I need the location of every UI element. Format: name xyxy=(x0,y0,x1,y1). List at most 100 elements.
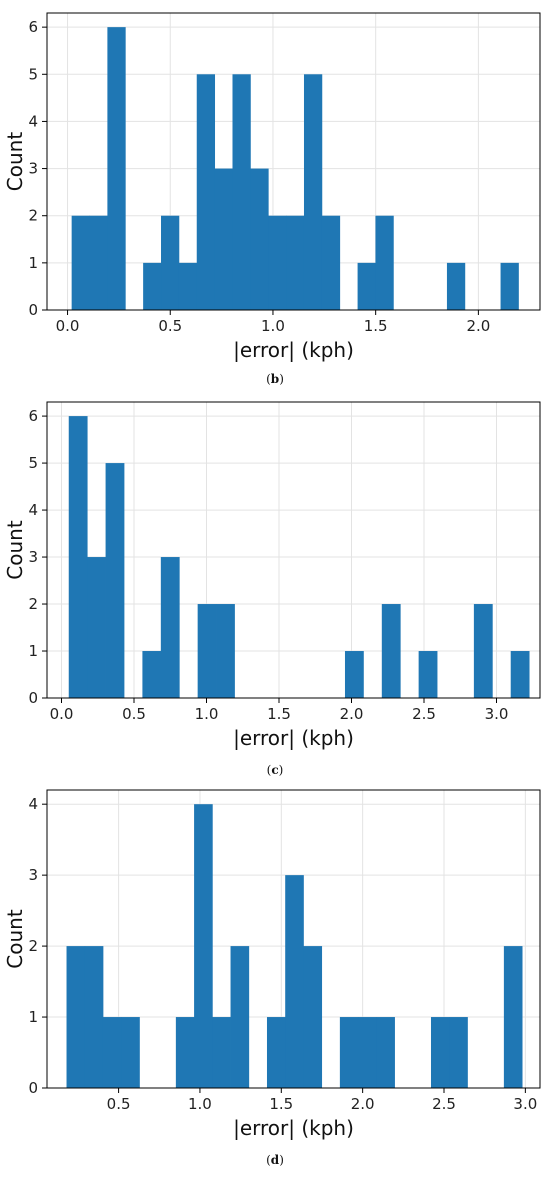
histogram-bar xyxy=(510,651,530,698)
y-tick-label: 1 xyxy=(28,642,38,660)
histogram-bar xyxy=(194,804,213,1088)
histogram-bar xyxy=(381,604,401,698)
histogram-bar xyxy=(250,168,269,310)
histogram-bar xyxy=(446,262,466,310)
histogram-bar xyxy=(197,604,217,698)
histogram-bar xyxy=(142,651,162,698)
histogram-bar xyxy=(375,215,394,310)
y-tick-label: 0 xyxy=(28,301,38,319)
x-axis-label: |error| (kph) xyxy=(233,1116,354,1140)
histogram-bar xyxy=(286,215,305,310)
histogram-bar xyxy=(212,1017,231,1088)
x-tick-label: 3.0 xyxy=(485,705,509,723)
y-axis-label: Count xyxy=(3,132,27,192)
histogram-panel-c: 0.0 0.5 1.0 1.5 2.0 2.5 3.0 0 1 2 3 4 5 6 |error| (kph… xyxy=(3,401,541,777)
histogram-bar xyxy=(344,651,364,698)
x-tick-label: 1.0 xyxy=(188,1095,212,1113)
y-tick-label: 2 xyxy=(28,207,38,225)
histogram-bar xyxy=(87,557,106,698)
histogram-bar xyxy=(285,875,304,1088)
caption-letter: c xyxy=(271,763,278,777)
x-tick-label: 2.0 xyxy=(351,1095,375,1113)
x-axis-label: |error| (kph) xyxy=(233,726,354,750)
histogram-bar xyxy=(430,1017,450,1088)
histogram-bar xyxy=(303,946,323,1088)
y-tick-label: 5 xyxy=(28,65,38,83)
histogram-bar xyxy=(339,1017,359,1088)
histogram-bar xyxy=(303,74,323,311)
histogram-bar xyxy=(449,1017,468,1088)
x-tick-label: 0.0 xyxy=(50,705,74,723)
caption-close-paren: ) xyxy=(279,372,284,386)
histogram-bar xyxy=(66,946,86,1088)
y-tick-label: 1 xyxy=(28,254,38,272)
histogram-bar xyxy=(105,463,125,698)
caption-letter: b xyxy=(271,372,279,386)
histogram-bar xyxy=(84,946,104,1088)
x-tick-label: 0.5 xyxy=(158,317,182,335)
plot-area xyxy=(47,402,540,698)
x-tick-label: 1.5 xyxy=(269,1095,293,1113)
x-tick-label: 0.0 xyxy=(56,317,80,335)
histogram-bar xyxy=(196,74,216,311)
x-axis-label: |error| (kph) xyxy=(233,338,354,362)
y-tick-label: 1 xyxy=(28,1008,38,1026)
histogram-bar xyxy=(268,215,287,310)
histogram-bar xyxy=(121,1017,140,1088)
panel-caption: (c) xyxy=(267,763,284,777)
histogram-bar xyxy=(503,946,523,1088)
histogram-bar xyxy=(71,215,90,310)
y-tick-label: 0 xyxy=(28,689,38,707)
histogram-bar xyxy=(175,1017,195,1088)
y-tick-label: 4 xyxy=(28,112,38,130)
histogram-panel-b: 0.0 0.5 1.0 1.5 2.0 0 1 2 3 4 5 6 |error| (kph) Count… xyxy=(3,12,541,386)
panel-caption: (b) xyxy=(266,372,284,386)
histogram-bar xyxy=(107,27,126,311)
caption-close-paren: ) xyxy=(279,1153,284,1167)
histogram-bar xyxy=(214,168,233,310)
histogram-bar xyxy=(232,74,251,311)
histogram-bar xyxy=(230,946,250,1088)
histogram-bar xyxy=(376,1017,395,1088)
histogram-bar xyxy=(68,416,88,698)
histogram-bar xyxy=(358,1017,377,1088)
histogram-panel-d: 0.5 1.0 1.5 2.0 2.5 3.0 0 1 2 3 4 |error| (kph) Coun… xyxy=(3,789,541,1167)
x-tick-label: 1.5 xyxy=(364,317,388,335)
y-axis-label: Count xyxy=(3,909,27,969)
histogram-bar xyxy=(418,651,438,698)
plot-frame xyxy=(46,401,541,699)
y-axis-label: Count xyxy=(3,520,27,580)
x-tick-label: 0.5 xyxy=(122,705,146,723)
x-tick-label: 0.5 xyxy=(107,1095,131,1113)
x-tick-label: 1.0 xyxy=(261,317,285,335)
plot-frame xyxy=(46,789,541,1089)
y-tick-label: 4 xyxy=(28,501,38,519)
y-tick-label: 2 xyxy=(28,595,38,613)
caption-open-paren: ( xyxy=(267,763,272,777)
histogram-bar xyxy=(321,215,341,310)
y-tick-label: 3 xyxy=(28,548,38,566)
x-tick-label: 1.5 xyxy=(267,705,291,723)
y-tick-label: 3 xyxy=(28,866,38,884)
y-tick-label: 6 xyxy=(28,407,38,425)
caption-open-paren: ( xyxy=(266,1153,271,1167)
x-tick-label: 2.0 xyxy=(340,705,364,723)
y-tick-label: 2 xyxy=(28,937,38,955)
histogram-bar xyxy=(473,604,493,698)
histogram-bar xyxy=(102,1017,122,1088)
histogram-bar xyxy=(89,215,108,310)
plot-frame xyxy=(46,12,541,311)
histogram-bar xyxy=(178,262,198,310)
y-tick-label: 5 xyxy=(28,454,38,472)
x-tick-label: 1.0 xyxy=(195,705,219,723)
x-tick-label: 2.5 xyxy=(432,1095,456,1113)
caption-letter: d xyxy=(271,1153,280,1167)
y-tick-label: 4 xyxy=(28,795,38,813)
y-tick-label: 3 xyxy=(28,160,38,178)
caption-open-paren: ( xyxy=(266,372,271,386)
y-tick-label: 6 xyxy=(28,18,38,36)
x-tick-label: 3.0 xyxy=(513,1095,537,1113)
histogram-bar xyxy=(161,215,180,310)
y-tick-label: 0 xyxy=(28,1079,38,1097)
